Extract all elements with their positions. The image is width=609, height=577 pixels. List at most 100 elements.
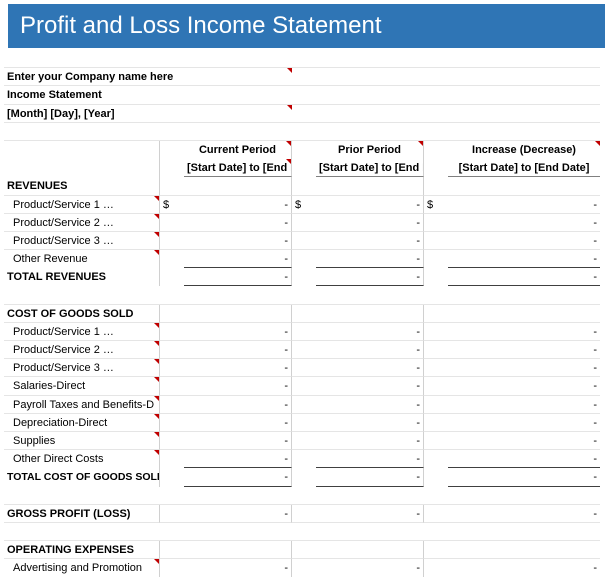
blank <box>160 414 184 432</box>
blank <box>292 268 316 286</box>
value-cell[interactable]: - <box>184 432 292 450</box>
blank <box>424 505 448 523</box>
value-cell[interactable]: - <box>184 232 292 250</box>
value-cell[interactable]: - <box>448 214 600 232</box>
blank <box>292 414 316 432</box>
row-label[interactable]: Product/Service 3 … <box>4 232 160 250</box>
value-cell[interactable]: - <box>184 559 292 577</box>
total-revenues-label: TOTAL REVENUES <box>4 268 160 286</box>
value-cell[interactable]: - <box>184 214 292 232</box>
col-range-prior[interactable]: [Start Date] to [End Date] <box>316 159 424 177</box>
value-cell[interactable]: - <box>448 341 600 359</box>
value-cell[interactable]: - <box>448 196 600 214</box>
value-cell[interactable]: - <box>184 396 292 414</box>
row-label[interactable]: Payroll Taxes and Benefits-D <box>4 396 160 414</box>
blank <box>160 559 184 577</box>
value-cell[interactable]: - <box>316 559 424 577</box>
blank <box>160 432 184 450</box>
value-cell[interactable]: - <box>448 559 600 577</box>
value-cell[interactable]: - <box>448 432 600 450</box>
row-label[interactable]: Product/Service 2 … <box>4 214 160 232</box>
row-label[interactable]: Product/Service 2 … <box>4 341 160 359</box>
blank <box>292 468 316 486</box>
comment-indicator-icon <box>154 214 159 219</box>
value-cell[interactable]: - <box>316 377 424 395</box>
spreadsheet: Enter your Company name here Income Stat… <box>0 48 609 577</box>
value-cell[interactable]: - <box>316 450 424 468</box>
value-cell[interactable]: - <box>184 250 292 268</box>
blank <box>292 505 316 523</box>
value-cell[interactable]: - <box>448 250 600 268</box>
blank <box>424 141 448 159</box>
value-cell[interactable]: - <box>316 214 424 232</box>
gross-cell: - <box>184 505 292 523</box>
row-label[interactable]: Depreciation-Direct <box>4 414 160 432</box>
currency-symbol: $ <box>292 196 316 214</box>
value-cell[interactable]: - <box>316 250 424 268</box>
blank <box>424 359 448 377</box>
col-header-change: Increase (Decrease) <box>448 141 600 159</box>
blank <box>424 159 448 177</box>
blank <box>184 541 292 559</box>
title-bar: Profit and Loss Income Statement <box>8 4 605 48</box>
value-cell[interactable]: - <box>184 341 292 359</box>
row-label[interactable]: Other Revenue <box>4 250 160 268</box>
value-cell[interactable]: - <box>448 396 600 414</box>
value-cell[interactable]: - <box>448 414 600 432</box>
row-label[interactable]: Product/Service 1 … <box>4 196 160 214</box>
blank <box>292 177 316 195</box>
value-cell[interactable]: - <box>184 377 292 395</box>
blank-row <box>4 50 600 68</box>
blank <box>424 305 448 323</box>
company-name-placeholder[interactable]: Enter your Company name here <box>4 68 292 86</box>
blank <box>292 341 316 359</box>
value-cell[interactable]: - <box>184 450 292 468</box>
row-label[interactable]: Product/Service 1 … <box>4 323 160 341</box>
blank <box>160 341 184 359</box>
row-label[interactable]: Advertising and Promotion <box>4 559 160 577</box>
total-cell: - <box>316 268 424 286</box>
value-cell[interactable]: - <box>184 196 292 214</box>
blank <box>292 159 316 177</box>
comment-indicator-icon <box>154 359 159 364</box>
comment-indicator-icon <box>595 141 600 146</box>
row-label[interactable]: Other Direct Costs <box>4 450 160 468</box>
blank <box>292 396 316 414</box>
blank <box>424 268 448 286</box>
blank <box>424 341 448 359</box>
value-cell[interactable]: - <box>316 432 424 450</box>
value-cell[interactable]: - <box>448 377 600 395</box>
value-cell[interactable]: - <box>316 414 424 432</box>
value-cell[interactable]: - <box>316 196 424 214</box>
value-cell[interactable]: - <box>316 232 424 250</box>
col-range-current[interactable]: [Start Date] to [End Date] <box>184 159 292 177</box>
blank <box>424 396 448 414</box>
value-cell[interactable]: - <box>448 450 600 468</box>
col-header-prior: Prior Period <box>316 141 424 159</box>
blank <box>160 159 184 177</box>
col-range-change[interactable]: [Start Date] to [End Date] <box>448 159 600 177</box>
comment-indicator-icon <box>154 196 159 201</box>
value-cell[interactable]: - <box>184 323 292 341</box>
row-label[interactable]: Product/Service 3 … <box>4 359 160 377</box>
blank-row <box>4 487 600 505</box>
blank-row <box>4 523 600 541</box>
blank <box>160 214 184 232</box>
date-placeholder[interactable]: [Month] [Day], [Year] <box>4 105 292 123</box>
blank <box>292 323 316 341</box>
value-cell[interactable]: - <box>316 396 424 414</box>
value-cell[interactable]: - <box>184 414 292 432</box>
value-cell[interactable]: - <box>448 323 600 341</box>
value-cell[interactable]: - <box>448 359 600 377</box>
value-cell[interactable]: - <box>448 232 600 250</box>
section-heading-cogs: COST OF GOODS SOLD <box>4 305 160 323</box>
blank <box>292 559 316 577</box>
value-cell[interactable]: - <box>316 323 424 341</box>
blank <box>292 141 316 159</box>
blank <box>292 105 600 123</box>
row-label[interactable]: Supplies <box>4 432 160 450</box>
row-label[interactable]: Salaries-Direct <box>4 377 160 395</box>
value-cell[interactable]: - <box>184 359 292 377</box>
value-cell[interactable]: - <box>316 341 424 359</box>
value-cell[interactable]: - <box>316 359 424 377</box>
